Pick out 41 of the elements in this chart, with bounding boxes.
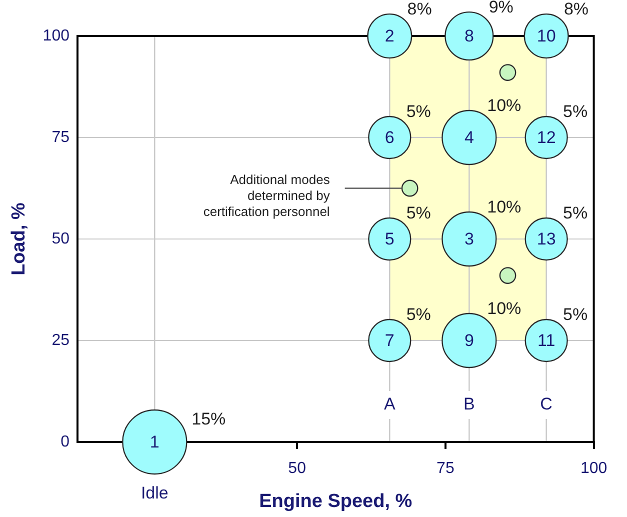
series-label: 2 — [384, 26, 394, 46]
annotation: 5% — [406, 102, 431, 122]
series-label: 8 — [464, 26, 474, 46]
annotation: 10% — [487, 198, 522, 217]
series-label: 12 — [536, 128, 556, 148]
series-label: 1 — [150, 432, 160, 452]
series-label: 4 — [464, 128, 474, 148]
annotation: 5% — [563, 102, 588, 122]
series-label: 9 — [464, 331, 474, 350]
x-tick-label: 100 — [580, 460, 608, 478]
annotation: 5% — [406, 305, 431, 324]
y-axis-title: Load, % — [8, 202, 30, 276]
annotation: 10% — [487, 96, 522, 116]
ref-line-label: C — [540, 394, 552, 414]
series-label: 10 — [536, 26, 556, 46]
y-tick-label: 50 — [52, 230, 70, 248]
annotation: 5% — [563, 305, 588, 324]
annotation: 10% — [487, 299, 522, 318]
series-label: 7 — [384, 331, 394, 350]
series-label: 11 — [537, 331, 556, 350]
annotation: 15% — [192, 410, 226, 429]
series-label: 5 — [384, 230, 394, 249]
x-axis-title: Engine Speed, % — [259, 490, 412, 512]
y-tick-label: 0 — [60, 433, 70, 450]
series-label: 3 — [464, 230, 474, 249]
annotation: 9% — [488, 0, 514, 17]
y-tick-label: 25 — [52, 332, 70, 349]
annotation: 8% — [564, 0, 589, 19]
annotation: 5% — [406, 204, 431, 223]
annotation: Additional modes determined by certification personnel — [203, 172, 330, 219]
y-tick-label: 100 — [42, 27, 70, 44]
y-tick-label: 75 — [52, 128, 70, 146]
ref-line-label: A — [384, 394, 396, 414]
ref-line-label: Idle — [140, 484, 168, 503]
series-label: 6 — [384, 128, 394, 148]
annotation: 5% — [563, 204, 588, 223]
x-tick-label: 50 — [288, 460, 306, 478]
ref-line-label: B — [464, 394, 475, 414]
annotation: 8% — [407, 0, 432, 19]
series-label: 13 — [536, 230, 556, 249]
x-tick-label: 75 — [436, 460, 454, 478]
